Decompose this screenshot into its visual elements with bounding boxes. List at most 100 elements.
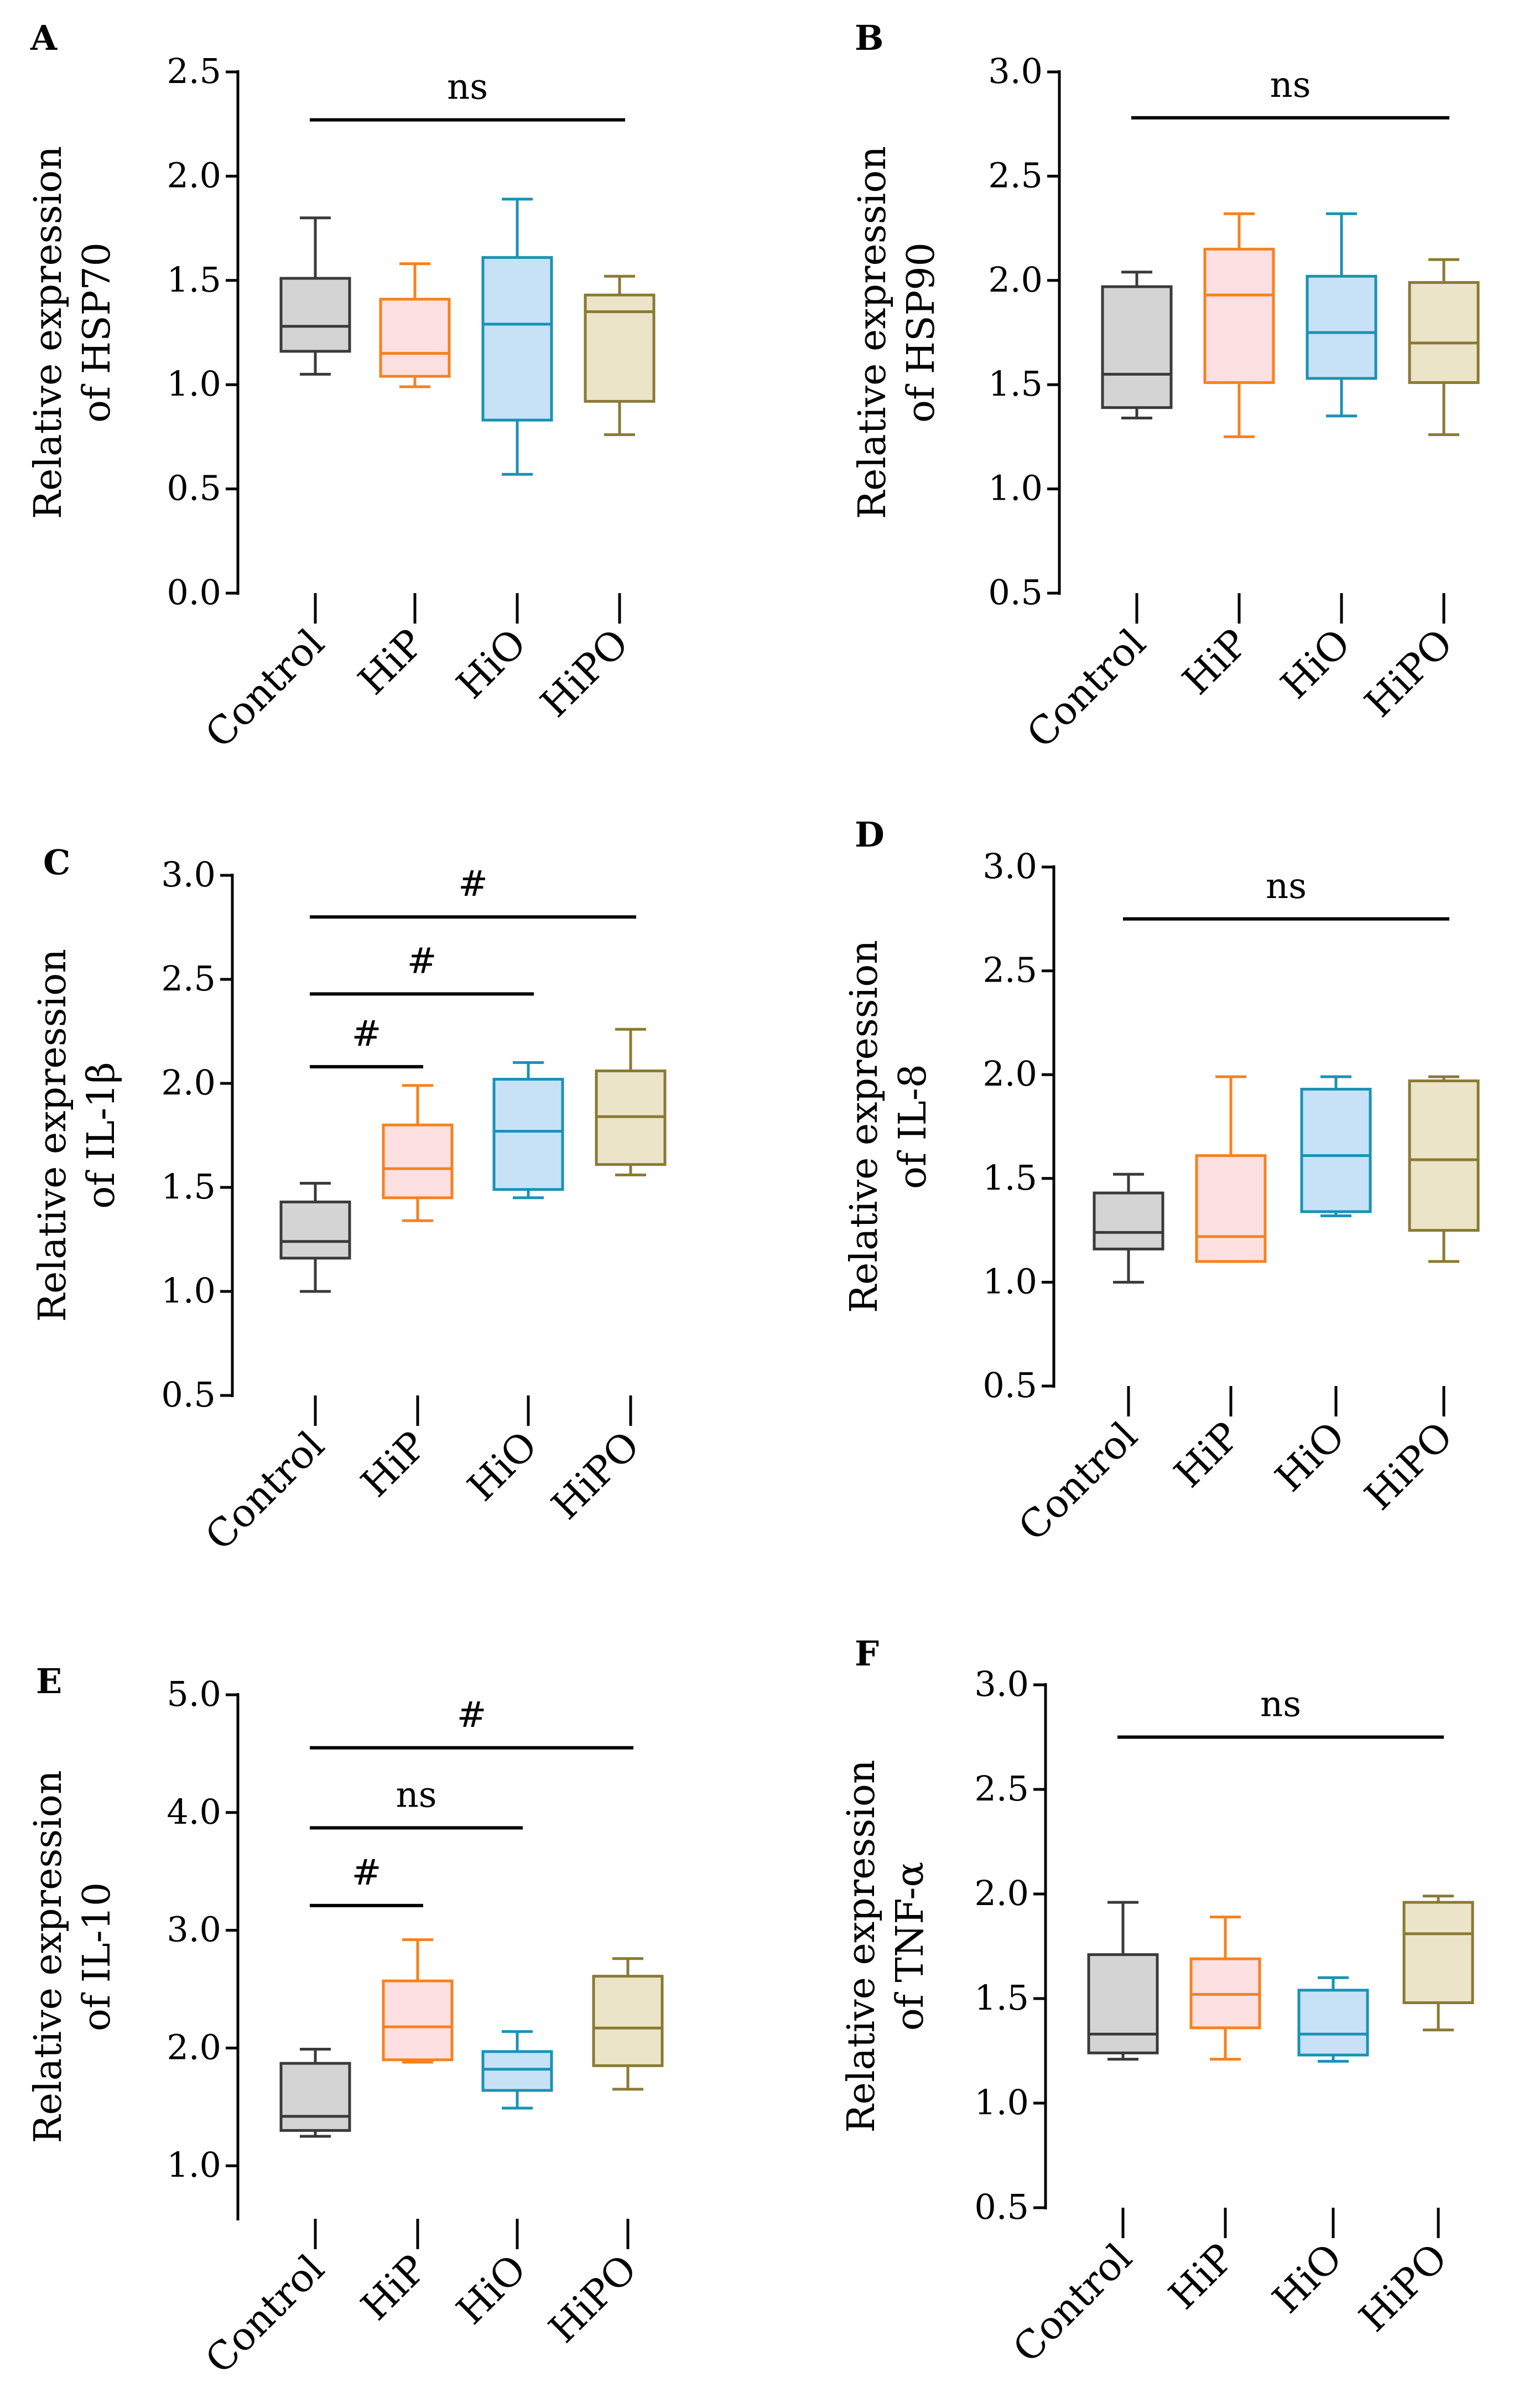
x-tick-label-hipo: HiPO [1356, 1413, 1462, 1519]
y-axis-label-line: of HSP70 [75, 242, 119, 423]
y-tick-label: 1.5 [161, 1166, 216, 1207]
significance-label: ns [1270, 65, 1311, 106]
y-tick-label: 0.0 [167, 572, 221, 613]
y-axis-label-line: Relative expression [840, 1760, 883, 2132]
y-tick-label: 1.0 [161, 1270, 216, 1311]
y-tick-label: 2.5 [974, 1768, 1029, 1809]
box-iqr [279, 277, 351, 353]
box-control [279, 2048, 351, 2138]
box-iqr [1297, 1989, 1369, 2057]
x-tick-label-control: Control [196, 1423, 333, 1559]
y-axis-label-line: Relative expression [843, 940, 886, 1313]
box-control [1101, 271, 1173, 419]
box-hip [1203, 212, 1275, 438]
box-iqr [1402, 1901, 1474, 2005]
y-axis-label: Relative expression of IL-10 [27, 1770, 119, 2143]
box-iqr [382, 1979, 454, 2062]
box-hio [492, 1061, 564, 1200]
y-tick-label: 2.0 [982, 1054, 1037, 1094]
chart-panel-d: D 0.5 1.0 1.5 2.0 2.5 3.0 Relative expression of… [843, 814, 1480, 1550]
chart-panel-b: B 0.5 1.0 1.5 2.0 2.5 3.0 Relative expression of… [851, 18, 1480, 757]
significance-label: ns [1260, 1684, 1301, 1725]
box-iqr [1306, 274, 1377, 380]
panel-letter: D [855, 814, 885, 855]
box-iqr [1203, 247, 1275, 384]
y-tick-label: 2.0 [974, 1873, 1029, 1913]
box-iqr [592, 1975, 664, 2067]
x-tick-label-control: Control [1010, 1413, 1146, 1550]
box-iqr [382, 1123, 454, 1200]
box-hip [379, 262, 451, 388]
x-tick-label-hip: HiP [352, 2246, 435, 2329]
panel-letter: A [30, 18, 58, 58]
y-tick-label: 1.5 [982, 1158, 1037, 1198]
box-iqr [481, 2050, 553, 2092]
x-tick-label-hip: HiP [352, 1423, 435, 1506]
box-hipo [1408, 1075, 1480, 1263]
box-hip [1189, 1916, 1261, 2061]
y-tick-label: 1.5 [167, 260, 221, 300]
y-tick-label: 0.5 [161, 1374, 216, 1415]
box-iqr [279, 1200, 351, 1260]
significance-label: # [458, 864, 488, 905]
x-tick-label-hipo: HiPO [1356, 620, 1462, 726]
y-tick-label: 2.0 [167, 155, 221, 195]
y-tick-label: 1.5 [988, 364, 1043, 404]
box-iqr [1300, 1087, 1372, 1213]
box-iqr [379, 298, 451, 378]
panel-letter: F [855, 1633, 879, 1674]
y-tick-label: 2.0 [167, 2027, 221, 2067]
significance-label: ns [396, 1774, 436, 1815]
y-tick-label: 0.5 [988, 572, 1043, 613]
box-control [279, 216, 351, 376]
y-axis-label-line: of IL-8 [891, 1064, 935, 1189]
x-tick-label-hio: HiO [459, 1423, 546, 1510]
box-hio [481, 2030, 553, 2110]
panel-letter: E [36, 1661, 62, 1701]
x-tick-label-control: Control [196, 620, 333, 757]
panel-letter: B [855, 18, 883, 58]
y-tick-label: 1.0 [167, 364, 221, 404]
box-hipo [592, 1957, 664, 2091]
chart-panel-f: F 0.5 1.0 1.5 2.0 2.5 3.0 Relative expression of… [840, 1633, 1474, 2371]
box-hipo [1402, 1895, 1474, 2032]
y-tick-label: 2.0 [988, 260, 1043, 300]
chart-panel-a: A 0.0 0.5 1.0 1.5 2.0 2.5 Relative expression of… [27, 18, 656, 757]
y-tick-label: 1.0 [982, 1261, 1037, 1301]
x-tick-label-hipo: HiPO [543, 1423, 648, 1528]
y-tick-label: 3.0 [161, 854, 216, 895]
box-hip [382, 1084, 454, 1222]
box-hipo [595, 1027, 667, 1176]
y-tick-label: 3.0 [974, 1664, 1029, 1704]
x-tick-label-control: Control [196, 2246, 333, 2383]
x-tick-label-hip: HiP [350, 620, 433, 703]
x-tick-label-control: Control [1004, 2235, 1141, 2371]
y-tick-label: 2.5 [161, 958, 216, 999]
box-hipo [1408, 258, 1480, 437]
box-iqr [481, 256, 553, 422]
box-iqr [1093, 1191, 1164, 1250]
box-hio [481, 198, 553, 476]
box-hio [1297, 1976, 1369, 2063]
y-tick-label: 0.5 [167, 468, 221, 508]
chart-panel-c: C 0.5 1.0 1.5 2.0 2.5 3.0 Relative expression of… [31, 842, 667, 1559]
significance-label: # [457, 1695, 487, 1736]
box-control [1087, 1901, 1159, 2061]
box-hip [382, 1938, 454, 2064]
box-hipo [584, 274, 656, 437]
box-iqr [279, 2062, 351, 2132]
y-tick-label: 3.0 [982, 846, 1037, 886]
box-iqr [1408, 281, 1480, 384]
chart-panel-e: E 1.0 2.0 3.0 4.0 5.0 Relative expression of IL… [27, 1661, 664, 2383]
y-axis-label-line: of TNF-α [888, 1862, 932, 2031]
y-axis-label: Relative expression of IL-1β [31, 949, 123, 1322]
x-tick-label-hio: HiO [1272, 620, 1359, 708]
significance-label: ns [447, 67, 488, 108]
y-tick-label: 4.0 [167, 1792, 221, 1832]
significance-label: # [352, 1014, 382, 1055]
box-iqr [1087, 1953, 1159, 2054]
x-tick-label-hipo: HiPO [540, 2246, 646, 2352]
y-tick-label: 1.0 [988, 468, 1043, 508]
box-iqr [1101, 285, 1173, 409]
y-tick-label: 2.0 [161, 1062, 216, 1103]
